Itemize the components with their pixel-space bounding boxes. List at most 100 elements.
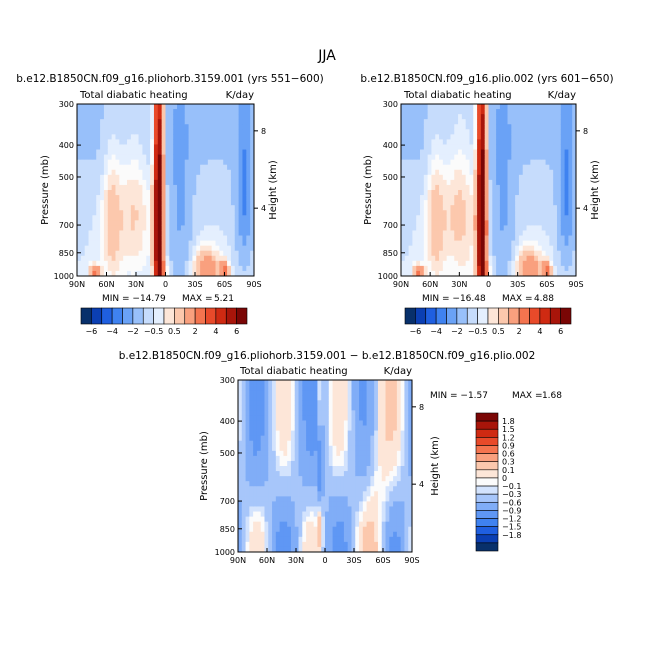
heatmap-cell: [264, 516, 269, 523]
heatmap-cell: [309, 435, 315, 442]
heatmap-cell: [188, 109, 193, 115]
heatmap-cell: [321, 400, 326, 406]
heatmap-cell: [127, 220, 132, 226]
heatmap-cell: [123, 220, 128, 226]
heatmap-cell: [298, 531, 303, 538]
heatmap-cell: [325, 415, 330, 421]
heatmap-cell: [461, 195, 467, 201]
heatmap-cell: [302, 405, 307, 411]
heatmap-cell: [450, 179, 455, 186]
heatmap-cell: [328, 390, 333, 396]
heatmap-cell: [238, 114, 243, 120]
heatmap-cell: [294, 541, 299, 548]
heatmap-cell: [96, 205, 101, 211]
heatmap-cell: [268, 496, 273, 502]
heatmap-cell: [355, 536, 360, 543]
heatmap-cell: [435, 260, 440, 267]
height-tick-label: 4: [583, 204, 588, 213]
heatmap-cell: [351, 445, 356, 452]
heatmap-cell: [374, 440, 379, 447]
heatmap-cell: [165, 184, 170, 191]
heatmap-cell: [196, 235, 201, 241]
heatmap-cell: [374, 415, 379, 421]
heatmap-cell: [142, 265, 147, 272]
heatmap-cell: [115, 174, 120, 181]
heatmap-cell: [92, 190, 97, 196]
colorbar-swatch: [475, 526, 499, 536]
heatmap-cell: [184, 265, 189, 272]
heatmap-cell: [313, 455, 318, 462]
heatmap-cell: [96, 159, 101, 166]
heatmap-cell: [435, 149, 440, 155]
heatmap-cell: [343, 506, 349, 512]
heatmap-cell: [556, 134, 562, 140]
x-tick-label: 60N: [259, 556, 275, 565]
heatmap-cell: [246, 270, 251, 277]
heatmap-cell: [480, 129, 486, 135]
heatmap-cell: [332, 476, 337, 482]
heatmap-cell: [374, 506, 379, 512]
heatmap-cell: [150, 205, 155, 211]
heatmap-cell: [401, 179, 406, 186]
y-tick-label: 850: [383, 249, 398, 258]
heatmap-cell: [530, 159, 535, 166]
heatmap-cell: [153, 210, 159, 216]
heatmap-cell: [317, 420, 322, 426]
heatmap-cell: [196, 109, 201, 115]
heatmap-cell: [123, 210, 128, 216]
heatmap-cell: [103, 240, 109, 247]
heatmap-cell: [313, 466, 318, 472]
heatmap-cell: [347, 486, 352, 492]
heatmap-cell: [298, 390, 303, 396]
heatmap-cell: [503, 149, 508, 155]
heatmap-cell: [196, 255, 201, 262]
heatmap-cell: [142, 184, 147, 191]
heatmap-cell: [313, 486, 318, 492]
heatmap-cell: [238, 395, 243, 401]
heatmap-cell: [518, 205, 524, 211]
heatmap-cell: [560, 104, 565, 110]
heatmap-cell: [230, 245, 236, 252]
heatmap-cell: [401, 200, 406, 206]
heatmap-cell: [294, 435, 299, 442]
heatmap-cell: [503, 260, 508, 267]
heatmap-cell: [317, 541, 322, 548]
heatmap-cell: [454, 230, 459, 236]
heatmap-cell: [169, 225, 174, 231]
heatmap-cell: [439, 124, 444, 130]
heatmap-cell: [381, 445, 386, 452]
heatmap-cell: [347, 440, 352, 447]
heatmap-cell: [119, 270, 124, 277]
heatmap-cell: [115, 210, 120, 216]
heatmap-cell: [241, 405, 246, 411]
heatmap-cell: [249, 385, 254, 391]
heatmap-cell: [130, 179, 136, 186]
heatmap-cell: [96, 270, 101, 277]
heatmap-cell: [401, 164, 406, 171]
heatmap-cell: [518, 235, 524, 241]
heatmap-cell: [88, 154, 93, 161]
heatmap-cell: [253, 496, 258, 502]
heatmap-cell: [568, 215, 573, 221]
heatmap-cell: [260, 450, 265, 457]
heatmap-cell: [138, 205, 143, 211]
heatmap-cell: [568, 139, 573, 145]
heatmap-cell: [340, 445, 345, 452]
heatmap-cell: [450, 104, 455, 110]
heatmap-cell: [103, 164, 109, 171]
heatmap-cell: [253, 405, 258, 411]
heatmap-cell: [256, 491, 262, 497]
heatmap-cell: [518, 179, 524, 186]
heatmap-cell: [279, 521, 284, 528]
heatmap-cell: [287, 541, 292, 548]
heatmap-cell: [423, 129, 429, 135]
heatmap-cell: [537, 260, 543, 267]
heatmap-cell: [530, 174, 535, 181]
heatmap-cell: [518, 200, 524, 206]
heatmap-cell: [404, 536, 409, 543]
heatmap-cell: [103, 159, 109, 166]
heatmap-cell: [219, 169, 224, 176]
heatmap-cell: [492, 205, 497, 211]
heatmap-cell: [537, 184, 543, 191]
heatmap-cell: [184, 240, 189, 247]
